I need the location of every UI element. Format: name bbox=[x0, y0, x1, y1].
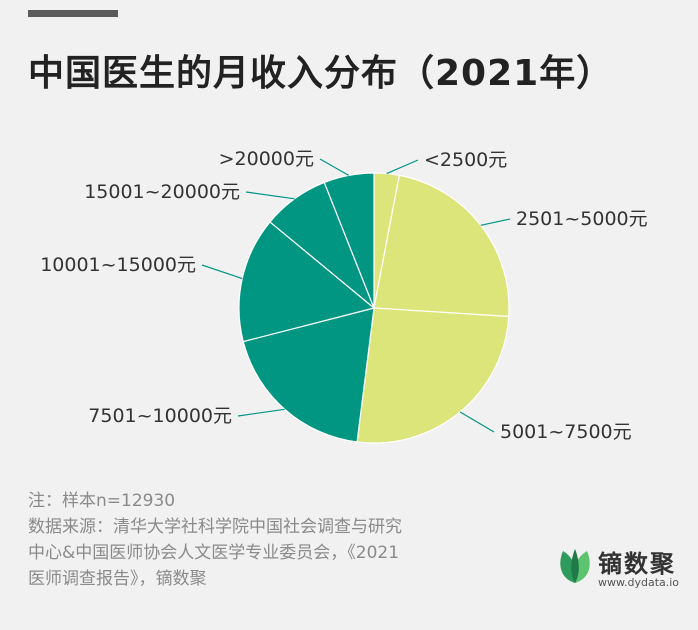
notes: 注：样本n=12930 数据来源：清华大学社科学院中国社会调查与研究 中心&中国… bbox=[28, 488, 518, 592]
top-accent-bar bbox=[28, 10, 118, 17]
source-line-2: 中心&中国医师协会人文医学专业委员会，《2021 bbox=[28, 543, 400, 563]
leader-line-10001-15000 bbox=[201, 264, 243, 280]
leader-line-7501-10000 bbox=[237, 408, 285, 417]
pie-slice-5001-7500 bbox=[356, 307, 510, 444]
slice-label-2500: <2500元 bbox=[424, 149, 507, 171]
leader-line-15001-20000 bbox=[245, 191, 295, 200]
leader-line-20000 bbox=[319, 158, 349, 176]
pie-slice-7501-10000 bbox=[242, 307, 375, 443]
leader-line-2501-5000 bbox=[480, 218, 511, 226]
slice-label-10001-15000: 10001~15000元 bbox=[40, 254, 196, 276]
slice-label-5001-7500: 5001~7500元 bbox=[500, 421, 632, 443]
brand-name: 镝数聚 bbox=[598, 550, 676, 578]
brand-leaf-icon bbox=[560, 549, 590, 583]
slice-label-15001-20000: 15001~20000元 bbox=[84, 181, 240, 203]
brand-url: www.dydata.io bbox=[598, 576, 680, 589]
chart-title: 中国医生的月收入分布（2021年） bbox=[28, 53, 614, 94]
slice-label-7501-10000: 7501~10000元 bbox=[88, 405, 232, 427]
leader-line-5001-7500 bbox=[459, 411, 495, 433]
pie-slice-2501-5000 bbox=[373, 174, 510, 318]
source-line-3: 医师调查报告》，镝数聚 bbox=[28, 569, 207, 589]
slice-label-2501-5000: 2501~5000元 bbox=[516, 208, 648, 230]
slice-label-20000: >20000元 bbox=[219, 148, 314, 170]
leader-line-2500 bbox=[386, 159, 419, 175]
sample-note: 注：样本n=12930 bbox=[28, 491, 176, 511]
source-line-1: 数据来源：清华大学社科学院中国社会调查与研究 bbox=[28, 517, 402, 537]
